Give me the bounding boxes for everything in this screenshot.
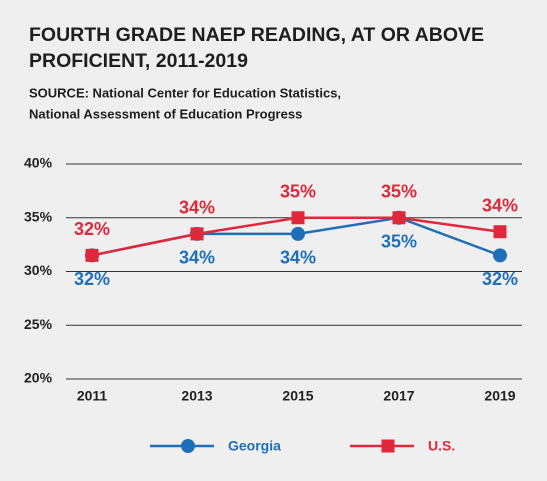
value-label: 35% (280, 182, 316, 202)
value-label: 32% (482, 269, 518, 289)
y-tick-label: 40% (24, 155, 53, 171)
x-tick-label: 2011 (77, 388, 108, 404)
x-tick-label: 2017 (383, 388, 414, 404)
chart-subtitle: National Assessment of Education Progres… (29, 106, 302, 121)
x-tick-label: 2013 (181, 388, 212, 404)
value-label: 35% (381, 182, 417, 202)
marker (381, 439, 395, 453)
x-tick-label: 2019 (484, 388, 515, 404)
x-tick-label: 2015 (282, 388, 313, 404)
value-label: 32% (74, 219, 110, 239)
chart-title: FOURTH GRADE NAEP READING, AT OR ABOVE (29, 24, 484, 46)
y-tick-label: 20% (24, 370, 53, 386)
value-label: 32% (74, 269, 110, 289)
chart-title: PROFICIENT, 2011-2019 (29, 50, 248, 72)
marker (493, 248, 507, 263)
marker (291, 211, 305, 225)
legend-label: Georgia (228, 438, 281, 454)
y-tick-label: 35% (24, 208, 53, 224)
y-tick-label: 30% (24, 262, 53, 278)
value-label: 34% (179, 248, 215, 268)
value-label: 34% (179, 198, 215, 218)
legend-label: U.S. (428, 438, 455, 454)
value-label: 34% (280, 248, 316, 268)
chart-subtitle: SOURCE: National Center for Education St… (29, 85, 341, 100)
value-label: 34% (482, 195, 518, 215)
value-label: 35% (381, 232, 417, 252)
y-tick-label: 25% (24, 316, 53, 332)
marker (493, 225, 507, 239)
marker (190, 227, 204, 241)
marker (392, 211, 406, 225)
marker (85, 248, 99, 262)
marker (291, 226, 305, 241)
marker (181, 439, 195, 453)
